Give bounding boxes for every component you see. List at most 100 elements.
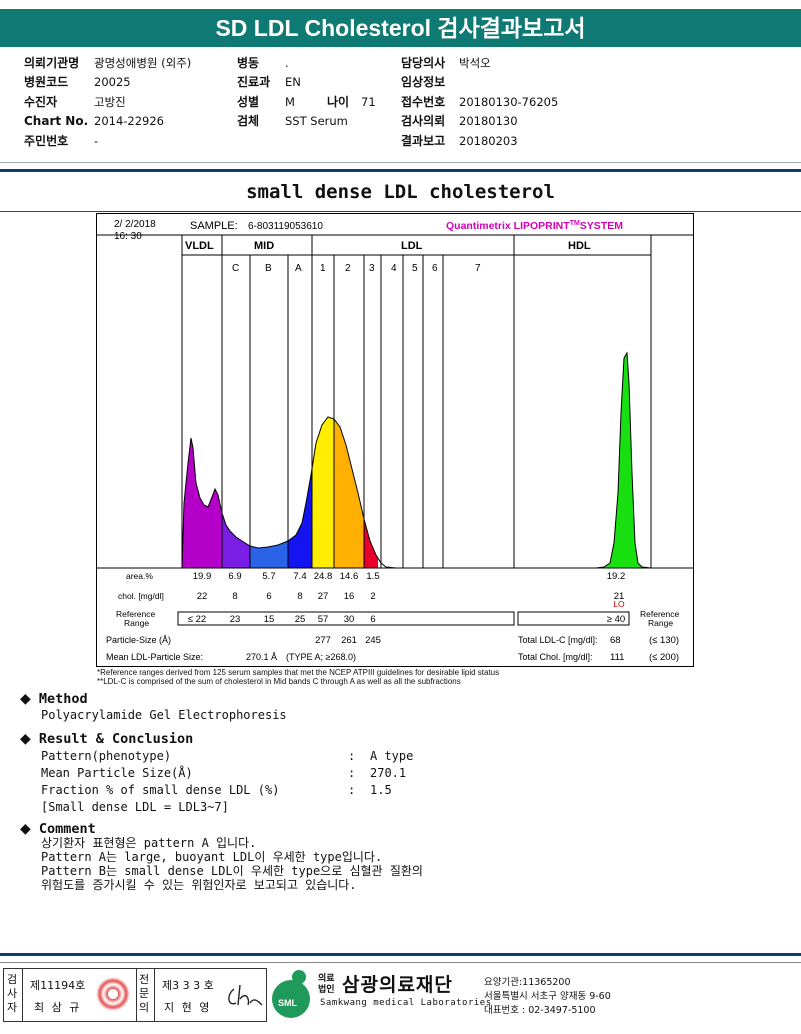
seal-stamp — [96, 977, 130, 1011]
ref-value: 30 — [344, 614, 355, 625]
info-label: 수진자 — [24, 94, 58, 109]
specialist-license: 제3 3 3 호 — [162, 979, 214, 992]
comment-section: ◆ Comment — [20, 818, 96, 837]
divider — [136, 969, 137, 1021]
chol-value: 2 — [370, 591, 375, 602]
result-section: ◆ Result & Conclusion — [20, 728, 193, 747]
info-label: 검체 — [237, 114, 260, 129]
result-row: Pattern(phenotype): A type — [41, 748, 413, 765]
age-value: 71 — [361, 94, 376, 109]
info-row: 검체 SST Serum — [237, 114, 376, 133]
ref-value: 23 — [230, 614, 241, 625]
info-col2: 병동. 진료과 EN 성별 M 나이 71 검체 SST Serum — [237, 56, 376, 134]
brand-tm: TM — [570, 220, 580, 227]
result-title: Result & Conclusion — [38, 731, 194, 747]
group-mid: MID — [254, 240, 274, 252]
divider — [154, 969, 155, 1021]
logo-mark — [272, 980, 310, 1018]
chol-value: 22 — [197, 591, 208, 602]
comment-line: 상기환자 표현형은 pattern A 입니다. — [41, 836, 257, 850]
mean-size-label: Mean LDL-Particle Size: — [106, 652, 203, 662]
diamond-icon: ◆ — [20, 821, 31, 837]
chol-value: 27 — [318, 591, 329, 602]
total-ldl-value: 68 — [610, 635, 621, 646]
mean-size-value: 270.1 Å — [246, 652, 277, 662]
band-6: 6 — [432, 263, 438, 274]
info-value: 고방진 — [94, 94, 126, 109]
info-label: 병동 — [237, 56, 260, 70]
specialist-name: 지 현 영 — [164, 1001, 212, 1014]
info-col3: 담당의사 박석오 임상정보 접수번호 20180130-76205 검사의뢰 2018… — [401, 56, 558, 153]
hdl-area-value: 19.2 — [607, 571, 626, 582]
area-value: 1.5 — [366, 571, 379, 582]
info-label: 진료과 — [237, 75, 271, 90]
org-prefix-line: 법인 — [318, 985, 335, 995]
org-prefix-line: 의료 — [318, 974, 335, 984]
band-2: 2 — [345, 263, 351, 274]
info-value: 20180203 — [459, 133, 518, 148]
logo-text: SML — [278, 998, 297, 1008]
sample-id: 6-803119053610 — [248, 221, 323, 232]
org-phone: 대표번호 : 02-3497-5100 — [484, 1005, 596, 1016]
brand-text: Quantimetrix LIPOPRINT — [446, 220, 570, 232]
info-value: 20180130-76205 — [459, 94, 559, 109]
result-value: 1.5 — [370, 783, 392, 797]
info-label: 임상정보 — [401, 75, 446, 90]
result-note: [Small dense LDL = LDL3~7] — [41, 800, 229, 814]
org-english: Samkwang medical Laboratories — [320, 998, 492, 1008]
info-row: 진료과 EN — [237, 75, 376, 94]
method-title: Method — [38, 691, 88, 707]
band-4: 4 — [391, 263, 397, 274]
logo-figure — [292, 970, 306, 984]
sample-label: SAMPLE: — [190, 220, 238, 232]
mean-size-type: (TYPE A; ≥268.0) — [286, 652, 356, 662]
comment-title: Comment — [38, 821, 96, 837]
particle-size: 261 — [341, 635, 357, 646]
ref-values: ≤ 22 23 15 25 57 30 6 — [188, 614, 376, 625]
total-ldl-label: Total LDL-C [mg/dl]: — [518, 635, 598, 645]
info-row: 검사의뢰 20180130 — [401, 114, 558, 133]
info-row: 임상정보 — [401, 75, 558, 94]
comment-line: Pattern B는 small dense LDL이 우세한 type으로 심… — [41, 864, 423, 878]
particle-size: 245 — [365, 635, 381, 646]
org-address: 서울특별시 서초구 양재동 9-60 — [484, 991, 611, 1002]
group-vldl: VLDL — [185, 240, 214, 252]
info-row: 담당의사 박석오 — [401, 56, 558, 75]
group-ldl: LDL — [401, 240, 423, 252]
info-label: 주민번호 — [24, 133, 69, 148]
ref-value: ≤ 22 — [188, 614, 206, 625]
ref-value: 57 — [318, 614, 329, 625]
info-row: 결과보고 20180203 — [401, 134, 558, 153]
hdl-ref-box — [517, 611, 630, 626]
divider — [0, 953, 801, 956]
area-value: 24.8 — [314, 571, 333, 582]
area-value: 19.9 — [193, 571, 212, 582]
footnote: *Reference ranges derived from 125 serum… — [97, 668, 500, 677]
band-c: C — [232, 263, 239, 274]
hdl-chol-value: 21 — [614, 591, 625, 602]
result-label: Pattern(phenotype) — [41, 749, 172, 763]
ref-value: 6 — [370, 614, 375, 625]
total-chol-value: 111 — [610, 652, 624, 663]
comment-text: 상기환자 표현형은 pattern A 입니다. Pattern A는 larg… — [41, 836, 423, 892]
section-title: small dense LDL cholesterol — [246, 181, 555, 203]
result-label: Mean Particle Size(Å) — [41, 766, 193, 780]
particle-size-label: Particle-Size (Å) — [106, 635, 171, 645]
info-label: 검사의뢰 — [401, 114, 446, 129]
info-value: EN — [285, 75, 301, 90]
chol-row-label: chol. [mg/dl] — [118, 591, 164, 601]
diamond-icon: ◆ — [20, 731, 31, 747]
info-row: Chart No. 2014-22926 — [24, 114, 191, 133]
specialist-side-label: 전문의 — [138, 973, 150, 1014]
total-ldl-ref: (≤ 130) — [649, 635, 679, 646]
info-value: M — [285, 94, 295, 109]
total-chol-ref: (≤ 200) — [649, 652, 679, 663]
chol-value: 8 — [297, 591, 302, 602]
info-row: 병동. — [237, 56, 376, 75]
inspector-name: 최 삼 규 — [34, 1001, 82, 1014]
result-label: Fraction % of small dense LDL (%) — [41, 783, 280, 797]
chol-value: 16 — [344, 591, 355, 602]
diamond-icon: ◆ — [20, 691, 31, 707]
age-label: 나이 — [327, 94, 350, 109]
info-col1: 의뢰기관명 광명성애병원 (외주) 병원코드 20025 수진자 고방진 Chart … — [24, 56, 191, 153]
